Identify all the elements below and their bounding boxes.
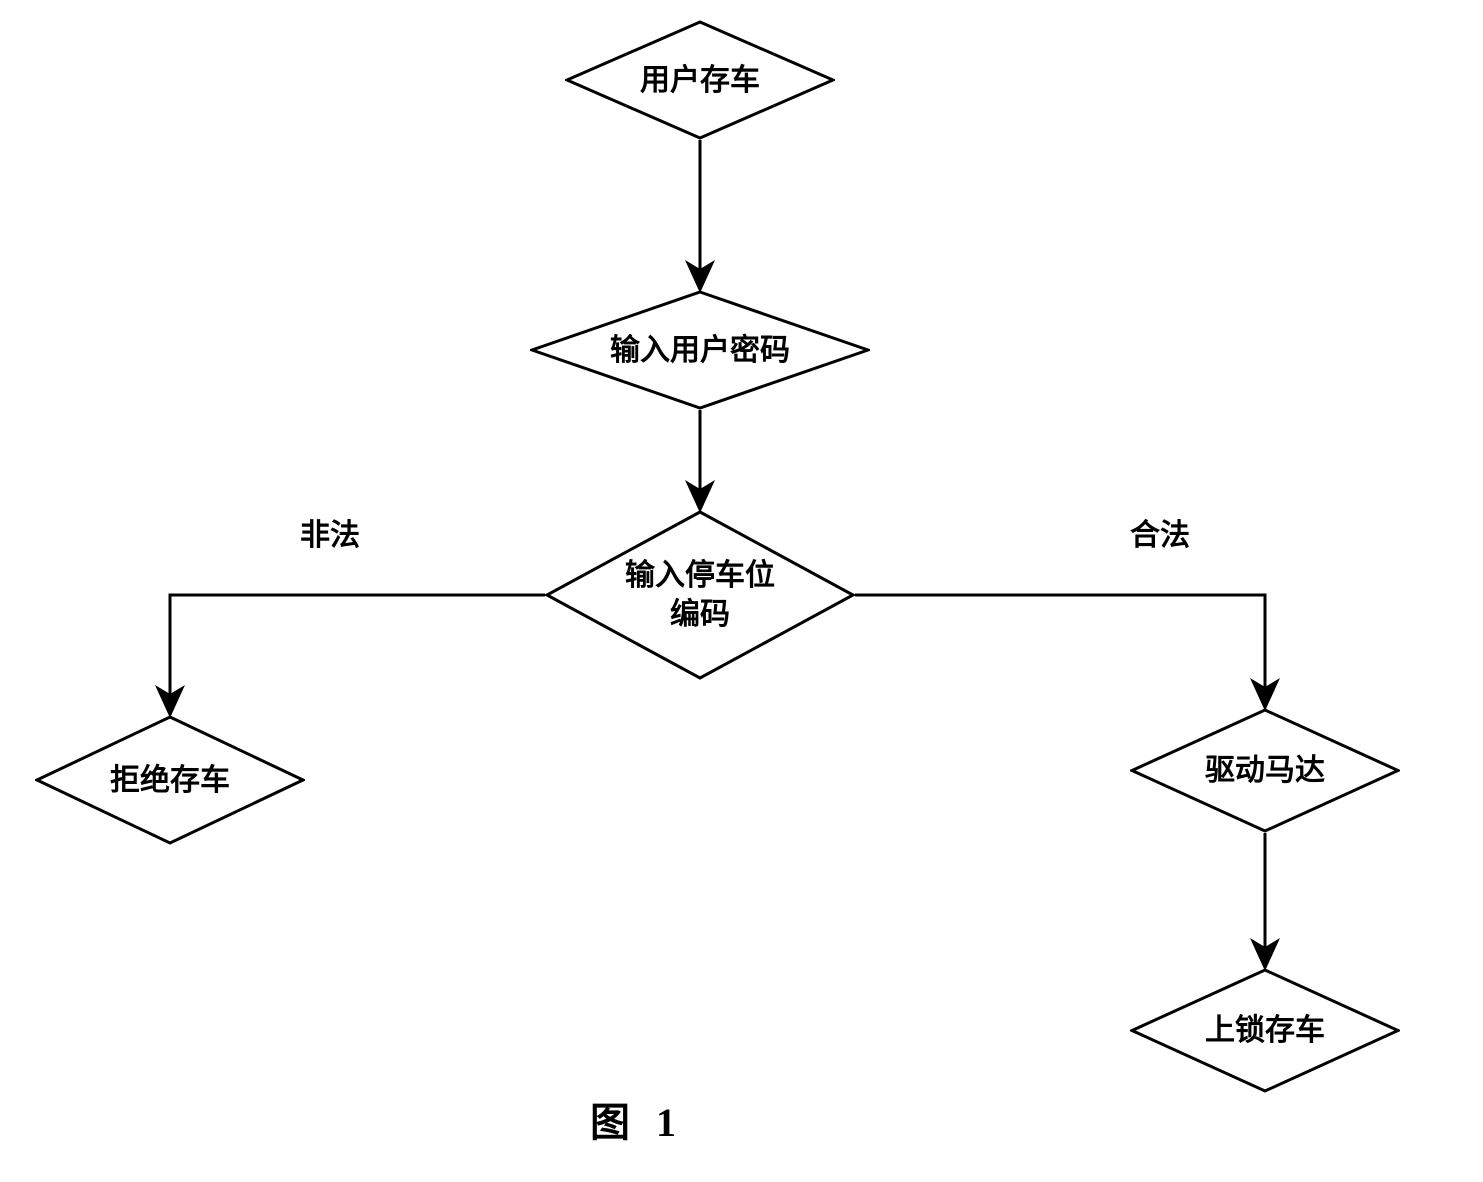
flowchart-node-n4: 拒绝存车	[35, 715, 305, 845]
node-label: 驱动马达	[1205, 751, 1325, 790]
figure-caption: 图 1	[590, 1090, 684, 1148]
node-label: 输入用户密码	[610, 331, 790, 370]
edge-n3-n5	[855, 595, 1265, 708]
edge-label-text: 非法	[300, 519, 360, 552]
edge-label-text: 合法	[1130, 519, 1190, 552]
edge-n3-n4	[170, 595, 545, 715]
flowchart-node-n3: 输入停车位 编码	[545, 510, 855, 680]
caption-text: 图 1	[590, 1100, 684, 1145]
node-label: 输入停车位 编码	[625, 556, 775, 634]
edge-label-n3-n4: 非法	[300, 510, 360, 554]
flowchart-node-n1: 用户存车	[565, 20, 835, 140]
edge-label-n3-n5: 合法	[1130, 510, 1190, 554]
flowchart-node-n5: 驱动马达	[1130, 708, 1400, 833]
node-label: 拒绝存车	[110, 761, 230, 800]
node-label: 用户存车	[640, 61, 760, 100]
flowchart-node-n6: 上锁存车	[1130, 968, 1400, 1093]
node-label: 上锁存车	[1205, 1011, 1325, 1050]
flowchart-node-n2: 输入用户密码	[530, 290, 870, 410]
